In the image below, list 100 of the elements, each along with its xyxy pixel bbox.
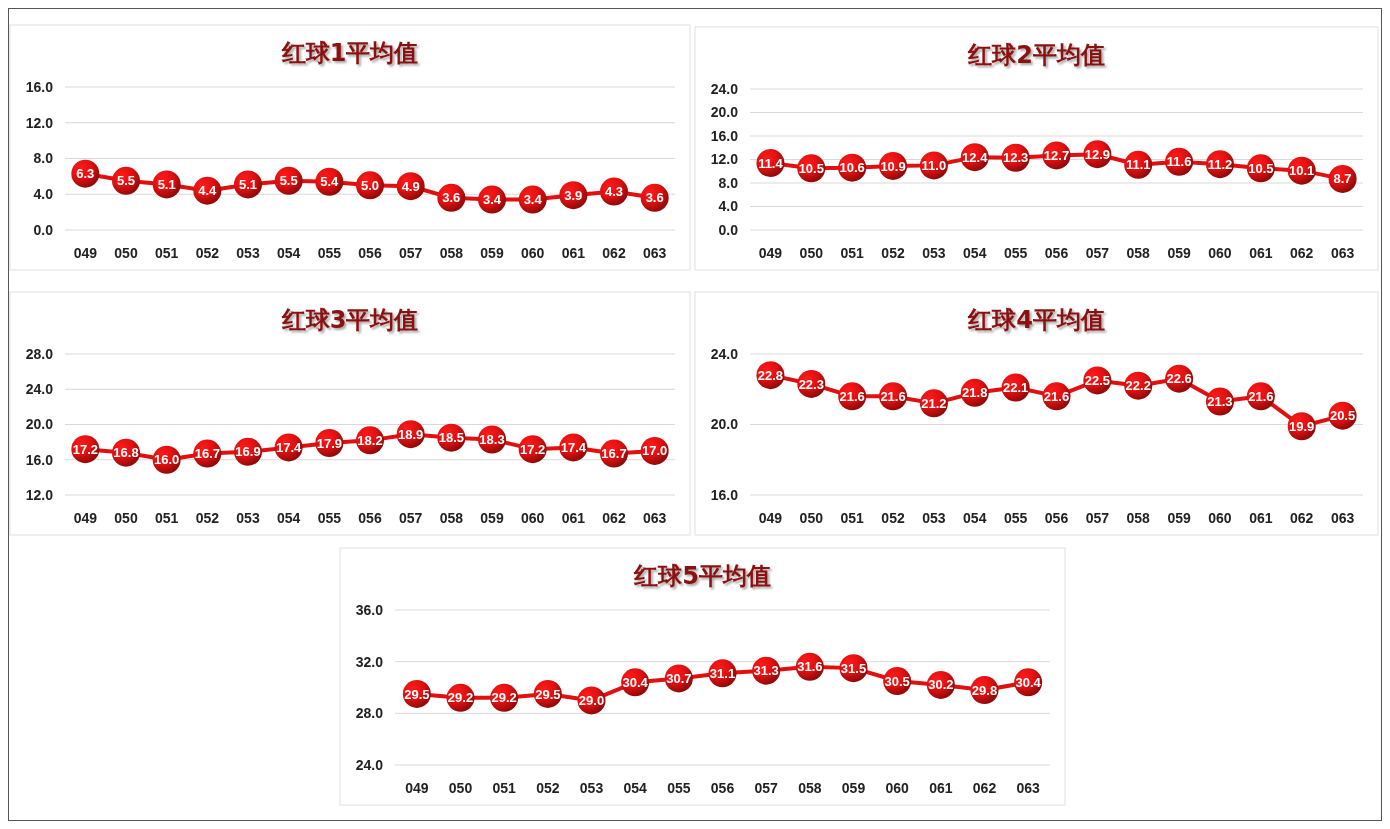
y-tick-label: 0.0 xyxy=(718,221,739,238)
data-label: 21.6 xyxy=(1043,388,1070,404)
y-tick-label: 12.0 xyxy=(25,114,54,131)
x-tick-label: 050 xyxy=(114,245,138,261)
data-label: 22.8 xyxy=(757,367,784,383)
data-label: 12.4 xyxy=(962,149,989,165)
data-label: 5.5 xyxy=(116,173,136,189)
x-tick-label: 049 xyxy=(758,245,783,261)
y-tick-label: 12.0 xyxy=(710,151,739,168)
x-tick-label: 056 xyxy=(1044,510,1069,526)
x-tick-label: 058 xyxy=(439,510,464,526)
x-tick-label: 050 xyxy=(799,510,824,526)
data-label: 22.5 xyxy=(1084,372,1111,388)
data-label: 29.2 xyxy=(491,690,517,706)
data-label: 3.9 xyxy=(564,187,583,203)
data-label: 6.3 xyxy=(76,166,95,182)
x-tick-label: 052 xyxy=(195,245,220,261)
data-label: 21.6 xyxy=(880,388,906,404)
y-tick-label: 24.0 xyxy=(355,756,384,773)
x-tick-label: 057 xyxy=(1085,245,1110,261)
data-label: 17.4 xyxy=(276,439,303,455)
data-label: 5.0 xyxy=(360,177,380,193)
data-label: 16.9 xyxy=(235,444,261,460)
x-tick-label: 055 xyxy=(667,780,691,796)
data-label: 21.6 xyxy=(1248,388,1274,404)
x-tick-label: 059 xyxy=(480,510,504,526)
data-label: 19.9 xyxy=(1289,418,1315,434)
x-tick-label: 061 xyxy=(561,245,586,261)
data-label: 22.3 xyxy=(798,376,824,392)
data-label: 21.8 xyxy=(962,385,988,401)
x-tick-label: 055 xyxy=(317,510,342,526)
x-tick-label: 056 xyxy=(1044,245,1069,261)
x-tick-label: 058 xyxy=(439,245,464,261)
data-label: 3.4 xyxy=(482,192,502,208)
y-tick-label: 24.0 xyxy=(710,80,739,97)
x-tick-label: 061 xyxy=(1249,510,1273,526)
x-tick-label: 049 xyxy=(73,245,98,261)
x-tick-label: 063 xyxy=(1330,510,1355,526)
x-tick-label: 059 xyxy=(480,245,504,261)
y-tick-label: 20.0 xyxy=(25,416,54,433)
x-tick-label: 058 xyxy=(798,780,822,796)
x-tick-label: 057 xyxy=(1085,510,1110,526)
x-tick-label: 054 xyxy=(963,510,987,526)
x-tick-label: 050 xyxy=(448,780,473,796)
data-label: 22.6 xyxy=(1166,371,1192,387)
x-tick-label: 051 xyxy=(154,245,179,261)
data-label: 30.5 xyxy=(884,673,910,689)
data-label: 18.2 xyxy=(357,432,383,448)
x-tick-label: 061 xyxy=(1249,245,1273,261)
x-tick-label: 051 xyxy=(840,510,865,526)
data-label: 5.4 xyxy=(320,174,340,190)
data-label: 16.7 xyxy=(601,446,627,462)
x-tick-label: 063 xyxy=(1016,780,1041,796)
y-tick-label: 0.0 xyxy=(33,221,54,238)
data-label: 4.9 xyxy=(401,178,420,194)
x-tick-label: 056 xyxy=(358,245,382,261)
data-label: 29.8 xyxy=(971,682,998,698)
x-tick-label: 052 xyxy=(881,245,905,261)
data-label: 11.4 xyxy=(758,155,784,171)
x-tick-label: 049 xyxy=(73,510,98,526)
x-tick-label: 059 xyxy=(1167,245,1191,261)
data-label: 3.6 xyxy=(645,190,664,206)
data-label: 3.6 xyxy=(442,190,461,206)
data-label: 31.3 xyxy=(753,663,779,679)
y-tick-label: 24.0 xyxy=(710,345,739,362)
x-tick-label: 053 xyxy=(922,510,946,526)
data-label: 30.2 xyxy=(928,677,954,693)
x-tick-label: 059 xyxy=(841,780,866,796)
data-label: 17.0 xyxy=(642,443,668,459)
chart-title: 红球1平均值 xyxy=(280,39,419,67)
data-label: 10.1 xyxy=(1289,163,1315,179)
x-tick-label: 060 xyxy=(1208,245,1232,261)
x-tick-label: 056 xyxy=(358,510,382,526)
y-tick-label: 4.0 xyxy=(33,186,54,203)
data-label: 4.4 xyxy=(198,183,218,199)
chart-title: 红球2平均值 xyxy=(967,41,1105,69)
data-label: 3.4 xyxy=(523,192,543,208)
x-tick-label: 055 xyxy=(317,245,342,261)
x-tick-label: 062 xyxy=(972,780,997,796)
x-tick-label: 063 xyxy=(642,510,667,526)
x-tick-label: 053 xyxy=(579,780,604,796)
data-label: 12.3 xyxy=(1002,150,1029,166)
y-tick-label: 16.0 xyxy=(710,486,739,503)
x-tick-label: 057 xyxy=(398,245,423,261)
x-tick-label: 052 xyxy=(536,780,560,796)
x-tick-label: 057 xyxy=(398,510,423,526)
data-label: 17.2 xyxy=(520,441,546,457)
data-label: 22.1 xyxy=(1002,380,1029,396)
x-tick-label: 055 xyxy=(1003,510,1028,526)
data-label: 11.2 xyxy=(1207,156,1233,172)
y-tick-label: 28.0 xyxy=(25,345,54,362)
data-label: 17.4 xyxy=(560,439,587,455)
x-tick-label: 054 xyxy=(963,245,987,261)
x-tick-label: 060 xyxy=(885,780,910,796)
x-tick-label: 060 xyxy=(520,510,545,526)
y-tick-label: 20.0 xyxy=(710,416,739,433)
data-label: 30.4 xyxy=(622,674,649,690)
y-tick-label: 36.0 xyxy=(355,601,384,618)
data-label: 12.9 xyxy=(1084,146,1111,162)
data-label: 22.2 xyxy=(1125,378,1151,394)
